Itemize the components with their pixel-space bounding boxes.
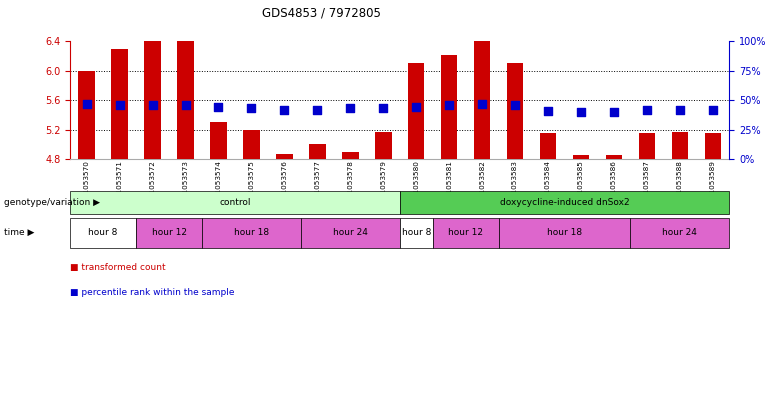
Point [575, 109, 587, 115]
Point [377, 105, 389, 112]
Bar [474, 38, 491, 159]
Text: hour 18: hour 18 [234, 228, 269, 237]
Point [278, 107, 291, 113]
Text: control: control [219, 198, 250, 207]
Text: hour 8: hour 8 [402, 228, 431, 237]
Point [212, 104, 225, 110]
Bar [400, 218, 433, 248]
Bar [704, 133, 721, 159]
Bar [498, 218, 630, 248]
Bar [342, 152, 359, 159]
Text: hour 8: hour 8 [88, 228, 118, 237]
Bar [276, 154, 292, 159]
Bar [301, 218, 400, 248]
Point [80, 101, 93, 107]
Text: hour 12: hour 12 [448, 228, 483, 237]
Text: GDS4853 / 7972805: GDS4853 / 7972805 [262, 7, 381, 20]
Text: hour 18: hour 18 [547, 228, 582, 237]
Bar [136, 218, 202, 248]
Point [344, 105, 356, 112]
Bar [441, 55, 457, 159]
Bar [79, 71, 95, 159]
Text: time ▶: time ▶ [4, 228, 34, 237]
Bar [112, 49, 128, 159]
Text: doxycycline-induced dnSox2: doxycycline-induced dnSox2 [500, 198, 629, 207]
Bar [177, 38, 193, 159]
Text: ■ percentile rank within the sample: ■ percentile rank within the sample [70, 288, 235, 297]
Point [674, 107, 686, 113]
Bar [144, 38, 161, 159]
Bar [540, 133, 556, 159]
Point [179, 102, 192, 108]
Text: hour 24: hour 24 [333, 228, 367, 237]
Point [509, 102, 521, 108]
Point [443, 102, 456, 108]
Text: genotype/variation ▶: genotype/variation ▶ [4, 198, 100, 207]
Bar [70, 191, 400, 214]
Point [311, 107, 324, 113]
Text: ■ transformed count: ■ transformed count [70, 263, 166, 272]
Point [476, 101, 488, 107]
Point [410, 104, 423, 110]
Text: hour 24: hour 24 [662, 228, 697, 237]
Point [147, 102, 159, 108]
Bar [211, 122, 227, 159]
Bar [309, 144, 325, 159]
Bar [375, 132, 392, 159]
Bar [639, 133, 655, 159]
Point [640, 107, 653, 113]
Bar [433, 218, 498, 248]
Point [608, 109, 620, 115]
Bar [507, 63, 523, 159]
Bar [400, 191, 729, 214]
Bar [573, 156, 589, 159]
Bar [672, 132, 688, 159]
Point [707, 107, 719, 113]
Bar [606, 156, 622, 159]
Point [245, 105, 257, 112]
Bar [70, 218, 136, 248]
Text: hour 12: hour 12 [151, 228, 186, 237]
Bar [408, 63, 424, 159]
Bar [630, 218, 729, 248]
Bar [202, 218, 301, 248]
Bar [243, 130, 260, 159]
Point [113, 102, 126, 108]
Point [542, 108, 555, 114]
